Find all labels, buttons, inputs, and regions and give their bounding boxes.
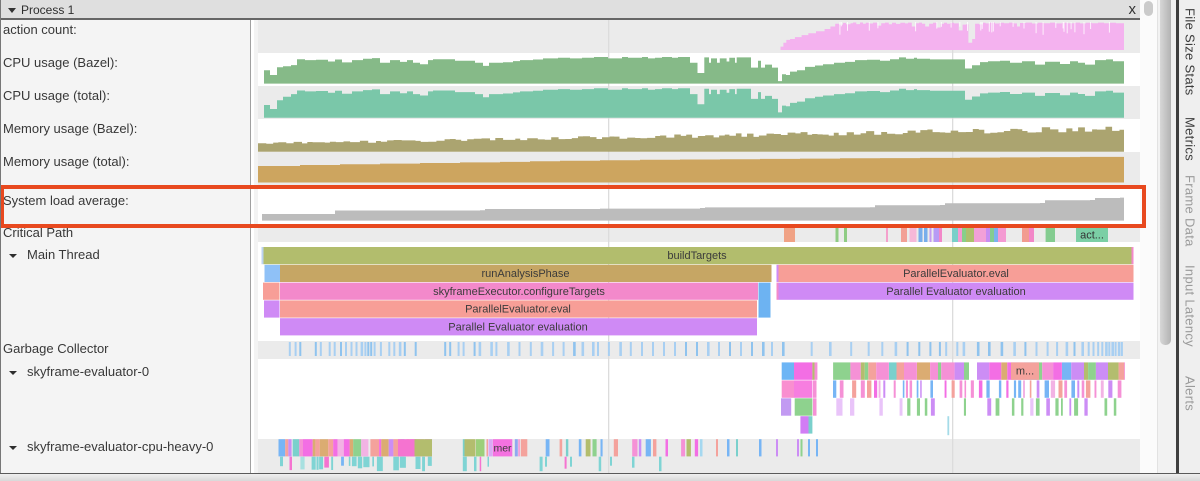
svg-text:m...: m... xyxy=(1016,366,1034,378)
svg-text:ParallelEvaluator.eval: ParallelEvaluator.eval xyxy=(903,268,1009,280)
svg-text:Parallel Evaluator evaluation: Parallel Evaluator evaluation xyxy=(448,321,587,333)
svg-text:runAnalysisPhase: runAnalysisPhase xyxy=(481,268,569,280)
svg-text:act...: act... xyxy=(1080,230,1104,242)
svg-text:mer: mer xyxy=(493,442,512,454)
svg-text:Parallel Evaluator evaluation: Parallel Evaluator evaluation xyxy=(886,286,1025,298)
svg-text:buildTargets: buildTargets xyxy=(667,250,727,262)
svg-text:ParallelEvaluator.eval: ParallelEvaluator.eval xyxy=(465,304,571,316)
svg-text:skyframeExecutor.configureTarg: skyframeExecutor.configureTargets xyxy=(433,286,605,298)
